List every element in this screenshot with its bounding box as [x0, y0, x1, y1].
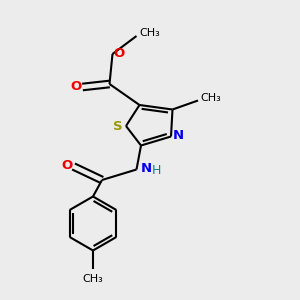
Text: N: N [141, 162, 152, 175]
Text: H: H [152, 164, 161, 177]
Text: CH₃: CH₃ [200, 93, 221, 103]
Text: CH₃: CH₃ [140, 28, 160, 38]
Text: S: S [113, 119, 122, 133]
Text: O: O [113, 46, 125, 60]
Text: CH₃: CH₃ [82, 274, 103, 284]
Text: O: O [70, 80, 82, 93]
Text: N: N [173, 129, 184, 142]
Text: O: O [61, 159, 73, 172]
